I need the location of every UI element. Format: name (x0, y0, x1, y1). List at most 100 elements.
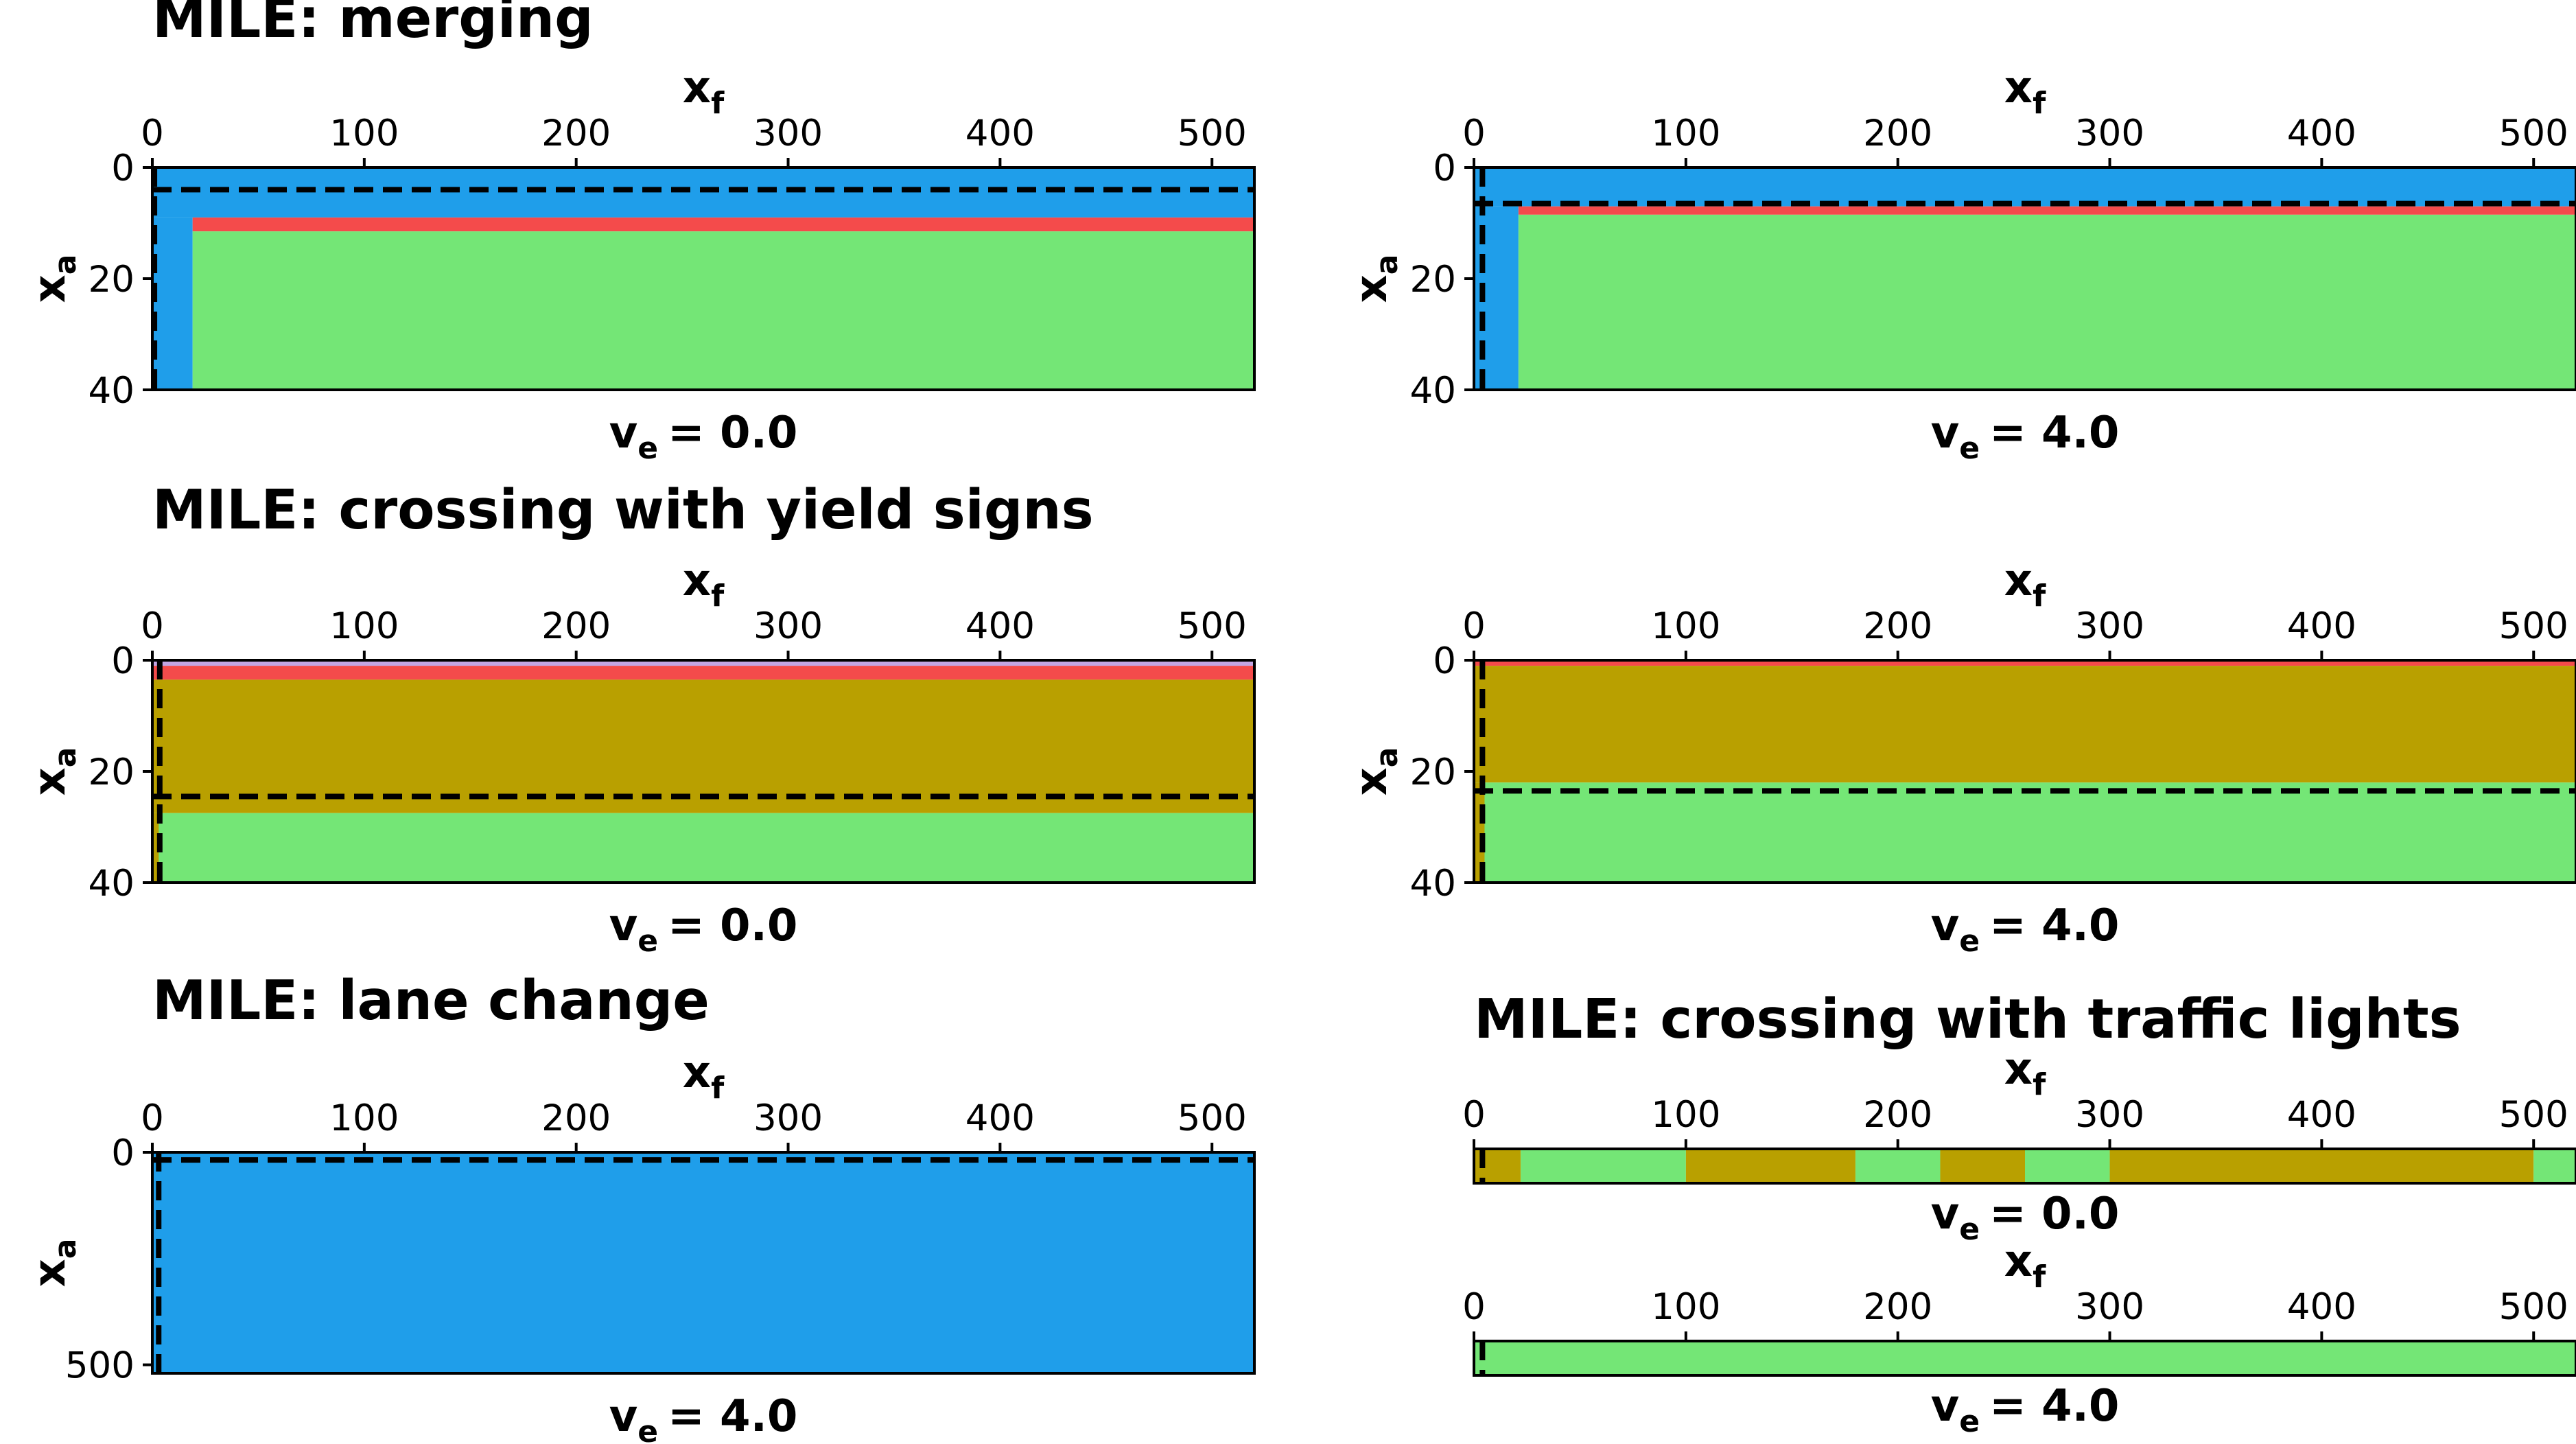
caption-main: v (609, 900, 638, 951)
ylabel-main: x (1346, 767, 1397, 795)
panel-title: MILE: crossing with traffic lights (1474, 988, 2461, 1051)
caption-value: = 4.0 (1989, 408, 2119, 458)
ylabel-subscript: a (1370, 747, 1405, 768)
xlabel: xf (2004, 62, 2046, 121)
xtick-label-300: 300 (753, 113, 823, 154)
xtick-label-400: 400 (965, 1097, 1035, 1139)
ylabel-main: x (25, 1259, 75, 1287)
xlabel: xf (2004, 1236, 2046, 1294)
xtick-label-0: 0 (1462, 1286, 1486, 1328)
axes-frame (151, 1151, 1256, 1375)
xtick-label-300: 300 (753, 1097, 823, 1139)
panel-lights-v4: 0 100 200 300 400 500 xf ve = 4.0 (1462, 1236, 2576, 1439)
xtick-label-500: 500 (2499, 1286, 2568, 1328)
caption-main: v (1931, 900, 1960, 951)
xtick-label-300: 300 (2075, 605, 2144, 647)
region-green-3 (192, 231, 1254, 390)
axes-frame (1473, 1340, 2576, 1377)
xtick-label-0: 0 (141, 113, 164, 154)
xlabel-main: x (683, 555, 711, 606)
xtick-label-100: 100 (1651, 1286, 1720, 1328)
region-red-0 (1474, 660, 2576, 666)
caption: ve = 0.0 (1931, 1189, 2120, 1247)
ytick-label-0: 0 (1433, 148, 1456, 189)
caption-value: = 4.0 (1989, 900, 2119, 951)
xlabel-subscript: f (711, 1071, 725, 1106)
xtick-label-500: 500 (2499, 1094, 2568, 1136)
ytick-label-40: 40 (89, 863, 134, 905)
xtick-label-200: 200 (541, 605, 611, 647)
xtick-label-300: 300 (753, 605, 823, 647)
ylabel-subscript: a (1370, 255, 1405, 275)
ylabel: xa (25, 747, 83, 796)
xlabel-subscript: f (2033, 86, 2046, 121)
xtick-label-200: 200 (1863, 605, 1932, 647)
region-green-2 (1474, 782, 2576, 883)
caption-subscript: e (637, 924, 658, 959)
xlabel: xf (683, 1047, 725, 1106)
ytick-label-20: 20 (89, 752, 134, 793)
xlabel: xf (2004, 555, 2046, 614)
region-olive-1 (1474, 666, 2576, 783)
xlabel-subscript: f (2033, 1259, 2046, 1294)
ytick-label-40: 40 (1410, 370, 1456, 412)
region-green-3 (1855, 1149, 1941, 1183)
xlabel-subscript: f (2033, 1067, 2046, 1102)
xtick-label-300: 300 (2075, 113, 2144, 154)
xtick-label-400: 400 (965, 605, 1035, 647)
region-green-7 (2533, 1149, 2576, 1183)
xtick-label-100: 100 (329, 113, 399, 154)
caption-value: = 0.0 (1989, 1189, 2119, 1239)
ylabel: xa (1346, 255, 1405, 303)
caption: ve = 4.0 (1931, 1381, 2120, 1439)
xtick-label-500: 500 (2499, 605, 2568, 647)
caption-subscript: e (1959, 1212, 1980, 1247)
ytick-label-0: 0 (111, 1132, 134, 1174)
xtick-label-100: 100 (1651, 113, 1720, 154)
xtick-label-500: 500 (1178, 605, 1247, 647)
region-red-2 (1518, 206, 2576, 215)
xtick-label-200: 200 (1863, 113, 1932, 154)
xtick-label-500: 500 (1178, 113, 1247, 154)
panel-title: MILE: crossing with yield signs (152, 478, 1094, 542)
xlabel: xf (683, 555, 725, 614)
caption: ve = 0.0 (609, 900, 798, 959)
xlabel-main: x (2004, 1236, 2033, 1287)
ylabel-subscript: a (48, 1239, 83, 1259)
xtick-label-200: 200 (1863, 1094, 1932, 1136)
ylabel-main: x (25, 767, 75, 795)
region-green-0 (1474, 1341, 2576, 1375)
ytick-label-20: 20 (1410, 259, 1456, 301)
caption: ve = 4.0 (1931, 900, 2120, 959)
xtick-label-0: 0 (1462, 605, 1486, 647)
xlabel: xf (2004, 1044, 2046, 1102)
ylabel-main: x (1346, 275, 1397, 303)
xtick-label-400: 400 (2287, 113, 2356, 154)
ylabel: xa (25, 1239, 83, 1288)
caption-main: v (609, 408, 638, 458)
xlabel-main: x (2004, 555, 2033, 606)
xtick-label-400: 400 (965, 113, 1035, 154)
xtick-label-200: 200 (541, 1097, 611, 1139)
region-olive-2 (1685, 1149, 1855, 1183)
ylabel-subscript: a (48, 747, 83, 768)
ylabel-subscript: a (48, 255, 83, 275)
ytick-label-20: 20 (89, 259, 134, 301)
region-olive-4 (152, 813, 159, 883)
panel-title: MILE: merging (152, 0, 594, 50)
xtick-label-0: 0 (141, 1097, 164, 1139)
xtick-label-200: 200 (1863, 1286, 1932, 1328)
xtick-label-400: 400 (2287, 1094, 2356, 1136)
xtick-label-100: 100 (1651, 1094, 1720, 1136)
xtick-label-200: 200 (541, 113, 611, 154)
ylabel: xa (1346, 747, 1405, 796)
xlabel-main: x (2004, 1044, 2033, 1095)
xtick-label-500: 500 (1178, 1097, 1247, 1139)
region-olive-2 (152, 679, 1254, 813)
xtick-label-300: 300 (2075, 1286, 2144, 1328)
xtick-label-100: 100 (329, 1097, 399, 1139)
